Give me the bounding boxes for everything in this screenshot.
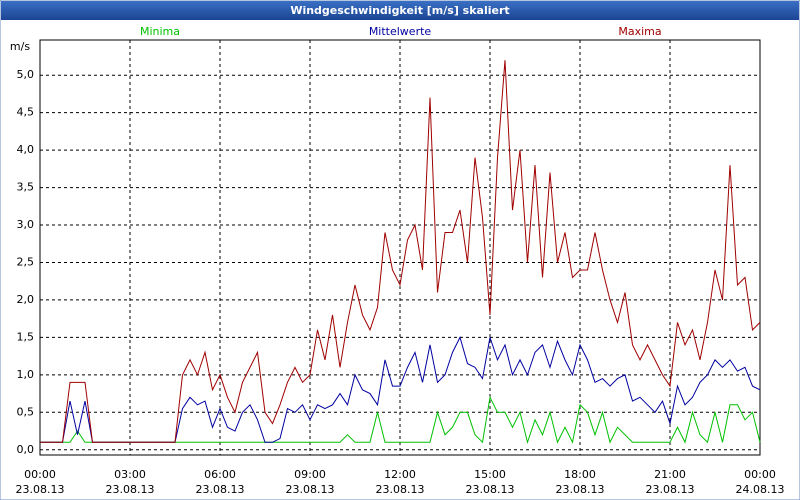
x-tick-date: 23.08.13: [16, 483, 65, 496]
legend-label: Mittelwerte: [369, 25, 432, 38]
series-line: [40, 60, 761, 443]
x-tick-label: 00:00: [744, 468, 776, 481]
y-tick-label: 0,0: [17, 443, 35, 456]
x-tick-label: 21:00: [654, 468, 686, 481]
y-tick-label: 0,5: [17, 405, 35, 418]
legend-label: Minima: [140, 25, 180, 38]
x-tick-date: 23.08.13: [646, 483, 695, 496]
y-tick-label: 4,0: [17, 143, 35, 156]
y-tick-label: 3,0: [17, 218, 35, 231]
y-tick-label: 3,5: [17, 181, 35, 194]
chart-title: Windgeschwindigkeit [m/s] skaliert: [290, 4, 509, 17]
x-tick-date: 23.08.13: [196, 483, 245, 496]
y-tick-label: 1,5: [17, 330, 35, 343]
x-tick-label: 09:00: [294, 468, 326, 481]
x-tick-label: 06:00: [204, 468, 236, 481]
y-axis-label: m/s: [10, 40, 30, 53]
y-tick-label: 5,0: [17, 68, 35, 81]
x-tick-label: 18:00: [564, 468, 596, 481]
x-tick-label: 03:00: [114, 468, 146, 481]
title-bar: [1, 1, 799, 20]
x-tick-date: 23.08.13: [556, 483, 605, 496]
x-tick-label: 00:00: [24, 468, 56, 481]
y-tick-label: 2,5: [17, 255, 35, 268]
legend-label: Maxima: [618, 25, 661, 38]
y-tick-label: 4,5: [17, 106, 35, 119]
x-tick-date: 23.08.13: [466, 483, 515, 496]
plot-frame: [39, 39, 761, 456]
x-tick-date: 23.08.13: [106, 483, 155, 496]
x-tick-label: 12:00: [384, 468, 416, 481]
x-tick-date: 24.08.13: [736, 483, 785, 496]
x-tick-date: 23.08.13: [286, 483, 335, 496]
y-tick-label: 1,0: [17, 368, 35, 381]
y-tick-label: 2,0: [17, 293, 35, 306]
x-tick-date: 23.08.13: [376, 483, 425, 496]
x-tick-label: 15:00: [474, 468, 506, 481]
